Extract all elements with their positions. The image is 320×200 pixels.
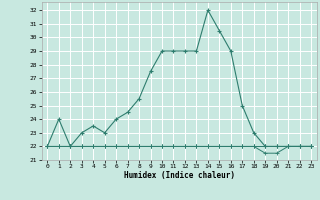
- X-axis label: Humidex (Indice chaleur): Humidex (Indice chaleur): [124, 171, 235, 180]
